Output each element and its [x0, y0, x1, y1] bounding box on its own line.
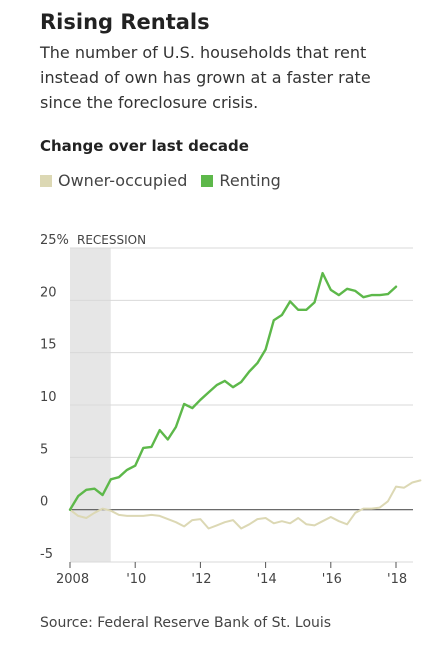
legend-item-renting: Renting: [201, 171, 281, 190]
y-tick-label: 10: [40, 390, 57, 405]
y-tick-label: 20: [40, 285, 57, 300]
legend-label-owner: Owner-occupied: [58, 171, 188, 190]
y-tick-label: 25%: [40, 233, 69, 248]
x-tick-label: 2008: [56, 572, 89, 587]
chart-heading: Change over last decade: [40, 137, 249, 155]
chart-plot-area: 25% 20 15 10 5 0 -5 RECESSION 2008 '10 '12 '14 '16 '1…: [40, 233, 422, 587]
chart-title: Rising Rentals: [40, 10, 210, 34]
recession-label: RECESSION: [77, 233, 146, 247]
y-tick-label: 0: [40, 495, 48, 510]
x-tick-label: '18: [387, 572, 407, 587]
series-line-owner: [69, 479, 422, 530]
legend-swatch-owner: [40, 174, 52, 187]
legend-label-renting: Renting: [219, 171, 281, 190]
x-tick-label: '12: [191, 572, 211, 587]
legend-item-owner: Owner-occupied: [40, 171, 187, 190]
series-line-renting: [68, 271, 398, 511]
chart-subtitle: The number of U.S. households that rent …: [40, 43, 371, 112]
x-tick-label: '14: [257, 572, 277, 587]
legend-swatch-renting: [201, 174, 214, 187]
x-tick-label: '10: [126, 572, 146, 587]
source-note: Source: Federal Reserve Bank of St. Loui…: [40, 615, 332, 631]
legend: Owner-occupied Renting: [40, 171, 295, 190]
y-tick-label: 15: [40, 338, 57, 353]
y-tick-label: 5: [40, 442, 48, 457]
y-tick-label: -5: [40, 547, 53, 562]
x-tick-label: '16: [322, 572, 342, 587]
